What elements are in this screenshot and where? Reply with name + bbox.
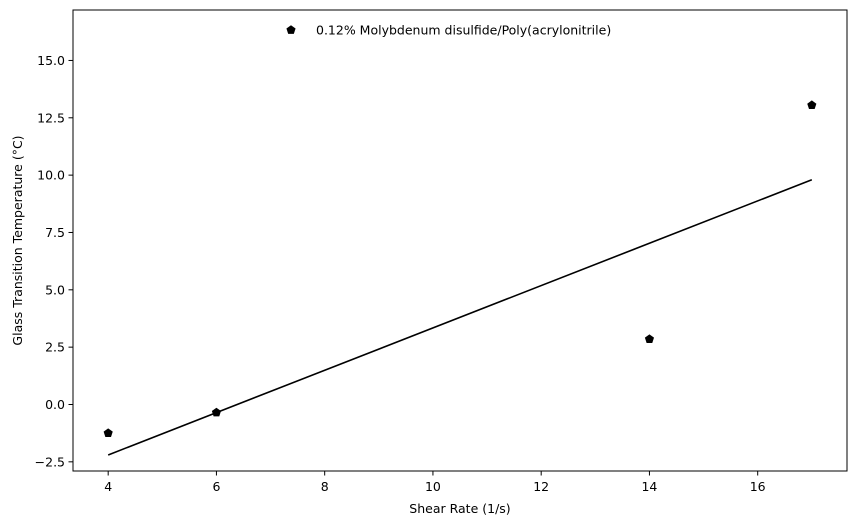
y-tick-label: 10.0 <box>37 168 65 183</box>
axes: 4 6 8 10 12 14 16 −2.5 0.0 2.5 5.0 7.5 10.0 12.5 15.0 <box>35 53 766 494</box>
legend-label: 0.12% Molybdenum disulfide/Poly(acryloni… <box>316 23 611 38</box>
y-tick-label: 2.5 <box>45 340 65 355</box>
data-point <box>644 334 655 344</box>
y-tick-label: 12.5 <box>37 110 65 125</box>
legend-marker-pentagon <box>286 25 296 34</box>
legend: 0.12% Molybdenum disulfide/Poly(acryloni… <box>286 23 611 38</box>
data-point <box>211 407 221 417</box>
y-axis-label: Glass Transition Temperature (°C) <box>10 135 25 345</box>
x-tick-label: 16 <box>750 479 766 494</box>
y-tick-label: 0.0 <box>45 397 65 412</box>
plot-frame <box>72 9 848 472</box>
data-marks <box>103 100 817 456</box>
data-point <box>807 100 817 110</box>
y-tick-label: 5.0 <box>45 282 65 297</box>
x-tick-label: 12 <box>533 479 549 494</box>
y-tick-label: 7.5 <box>45 225 65 240</box>
x-axis-label: Shear Rate (1/s) <box>409 501 510 516</box>
fit-line <box>107 178 813 456</box>
y-tick-label: 15.0 <box>37 53 65 68</box>
x-tick-label: 14 <box>641 479 657 494</box>
y-tick-label: −2.5 <box>35 454 65 469</box>
plot-area <box>72 9 848 472</box>
data-point <box>103 428 113 438</box>
x-tick-label: 8 <box>321 479 329 494</box>
x-tick-label: 10 <box>425 479 441 494</box>
x-tick-label: 6 <box>212 479 220 494</box>
x-tick-label: 4 <box>104 479 112 494</box>
